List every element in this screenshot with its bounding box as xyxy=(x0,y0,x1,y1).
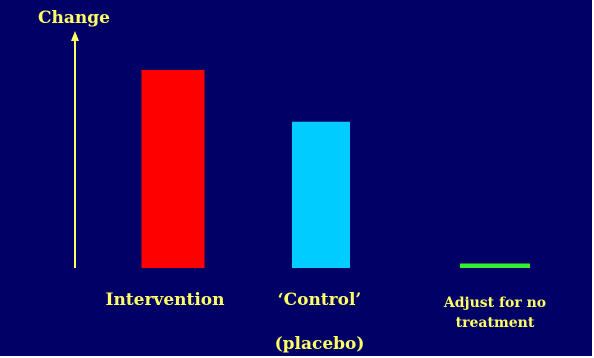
category-label-control: ‘Control’ xyxy=(277,290,362,310)
bar-intervention xyxy=(141,70,205,268)
bar-control-placebo xyxy=(292,121,350,268)
category-label-intervention: Intervention xyxy=(105,290,225,310)
y-axis-arrowhead xyxy=(71,31,79,41)
category-label-placebo: (placebo) xyxy=(274,334,365,354)
category-label-no-treatment: Adjust for no treatment xyxy=(443,295,547,331)
y-axis-label: Change xyxy=(38,8,110,28)
bar-no-treatment xyxy=(460,263,530,268)
bars-group xyxy=(141,70,530,268)
